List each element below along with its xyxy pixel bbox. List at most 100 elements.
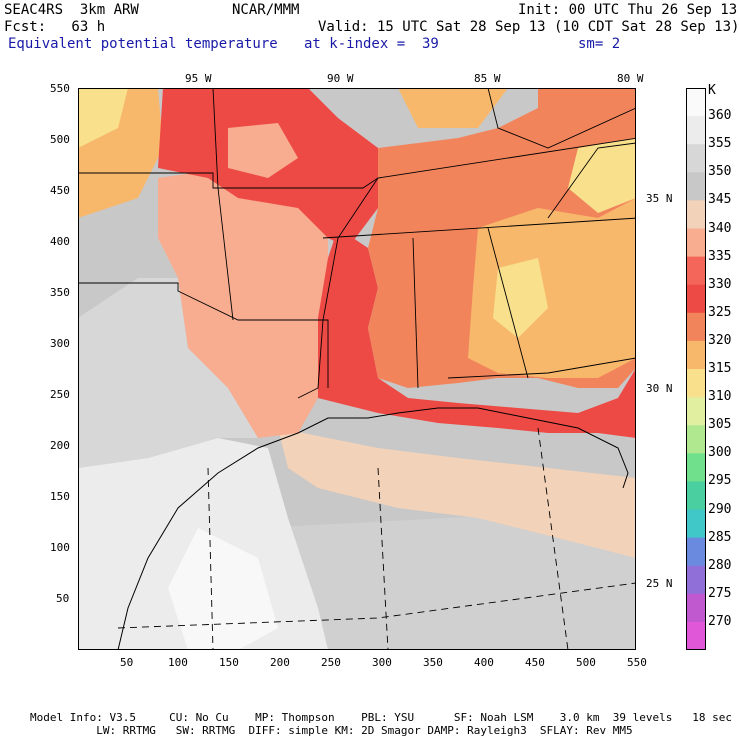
- ms-al-border: [412, 237, 419, 389]
- lon-label-80w: 80 W: [617, 72, 644, 85]
- top-orange-patch: [398, 88, 508, 128]
- coastline: [117, 407, 629, 650]
- k-index: at k-index = 39: [304, 36, 439, 52]
- x-tick: 350: [423, 656, 443, 669]
- x-tick: 300: [372, 656, 392, 669]
- gulf-coast-red-zone: [318, 228, 636, 438]
- legend-level-label: 360: [708, 108, 732, 124]
- legend-level-label: 305: [708, 417, 732, 433]
- x-tick: 500: [576, 656, 596, 669]
- x-tick: 400: [474, 656, 494, 669]
- x-tick: 150: [219, 656, 239, 669]
- ky-border: [487, 88, 636, 149]
- legend-swatch: [686, 116, 706, 145]
- lon-label-85w: 85 W: [474, 72, 501, 85]
- color-legend: [686, 88, 706, 650]
- nc-border: [547, 142, 636, 219]
- x-tick: 50: [120, 656, 134, 669]
- legend-level-label: 280: [708, 557, 732, 573]
- legend-level-label: 285: [708, 529, 732, 545]
- legend-swatch: [686, 340, 706, 370]
- lon-label-95w: 95 W: [185, 72, 212, 85]
- legend-swatch: [686, 397, 706, 426]
- legend-level-label: 330: [708, 276, 732, 292]
- forecast-hour: Fcst: 63 h: [4, 19, 106, 35]
- y-tick: 350: [50, 286, 70, 299]
- legend-swatch: [686, 481, 706, 510]
- fl-border: [447, 357, 636, 379]
- texas-salmon-zone: [158, 168, 328, 438]
- legend-level-label: 270: [708, 613, 732, 629]
- meridian-85w: [537, 427, 569, 650]
- nw-yellow-zone: [78, 88, 128, 148]
- latlon-grid: [117, 427, 636, 650]
- meridian-90w: [377, 467, 389, 650]
- organization: NCAR/MMM: [232, 2, 300, 18]
- y-tick: 200: [50, 439, 70, 452]
- smoothing: sm= 2: [578, 36, 621, 52]
- legend-swatch: [686, 453, 706, 482]
- footer-line2: LW: RRTMG SW: RRTMG DIFF: simple KM: 2D …: [30, 724, 633, 737]
- map-frame: [78, 88, 636, 650]
- x-tick: 200: [270, 656, 290, 669]
- legend-level-label: 275: [708, 585, 732, 601]
- al-yellow-patch: [493, 258, 548, 338]
- init-time: Init: 00 UTC Thu 26 Sep 13: [518, 2, 738, 18]
- x-tick: 550: [627, 656, 647, 669]
- legend-level-label: 300: [708, 445, 732, 461]
- legend-swatch: [686, 312, 706, 342]
- legend-level-label: 340: [708, 220, 732, 236]
- texas-northern-border: [78, 282, 329, 388]
- legend-swatch: [686, 425, 706, 454]
- meridian-95w: [207, 467, 214, 650]
- legend-swatch: [686, 200, 706, 229]
- lon-label-90w: 90 W: [327, 72, 354, 85]
- legend-level-label: 345: [708, 192, 732, 208]
- x-tick: 450: [525, 656, 545, 669]
- legend-swatch: [686, 509, 706, 539]
- mississippi-river: [297, 177, 379, 399]
- legend-level-label: 295: [708, 473, 732, 489]
- x-tick: 100: [168, 656, 188, 669]
- legend-level-label: 310: [708, 389, 732, 405]
- northern-border: [78, 137, 636, 189]
- lat-label-25n: 25 N: [646, 577, 673, 590]
- legend-unit: K: [708, 83, 716, 98]
- footer-line1: Model Info: V3.5 CU: No Cu MP: Thompson …: [30, 711, 732, 724]
- west-gray-zone: [78, 278, 258, 468]
- ok-salmon-patch: [228, 123, 298, 178]
- east-yellow-zone: [568, 138, 636, 213]
- lat-label-30n: 30 N: [646, 382, 673, 395]
- legend-swatch: [686, 565, 706, 595]
- valid-time: Valid: 15 UTC Sat 28 Sep 13 (10 CDT Sat …: [318, 19, 740, 35]
- y-tick: 150: [50, 490, 70, 503]
- y-tick: 400: [50, 235, 70, 248]
- parallel-25n: [117, 582, 636, 629]
- ga-light-orange-zone: [468, 198, 636, 378]
- legend-swatch: [686, 256, 706, 286]
- sw-gulf-bright-zone: [168, 528, 278, 650]
- legend-swatch: [686, 284, 706, 314]
- gulf-gray-zone: [258, 508, 636, 650]
- y-tick: 300: [50, 337, 70, 350]
- legend-level-label: 355: [708, 136, 732, 152]
- legend-level-label: 315: [708, 361, 732, 376]
- legend-swatch: [686, 537, 706, 567]
- al-ga-border: [487, 227, 529, 379]
- run-title: SEAC4RS 3km ARW: [4, 2, 139, 18]
- ok-ar-border: [212, 88, 234, 321]
- legend-swatch: [686, 369, 706, 398]
- y-tick: 250: [50, 388, 70, 401]
- legend-frame: [686, 88, 706, 650]
- offshore-peach-zone: [278, 428, 636, 558]
- field-name: Equivalent potential temperature: [8, 36, 278, 52]
- legend-level-label: 325: [708, 304, 732, 320]
- legend-swatch: [686, 593, 706, 623]
- legend-swatches: [686, 88, 706, 650]
- legend-swatch: [686, 228, 706, 258]
- lat-label-35n: 35 N: [646, 192, 673, 205]
- y-tick: 550: [50, 82, 70, 95]
- x-tick: 250: [321, 656, 341, 669]
- legend-swatch: [686, 172, 706, 201]
- y-tick: 500: [50, 133, 70, 146]
